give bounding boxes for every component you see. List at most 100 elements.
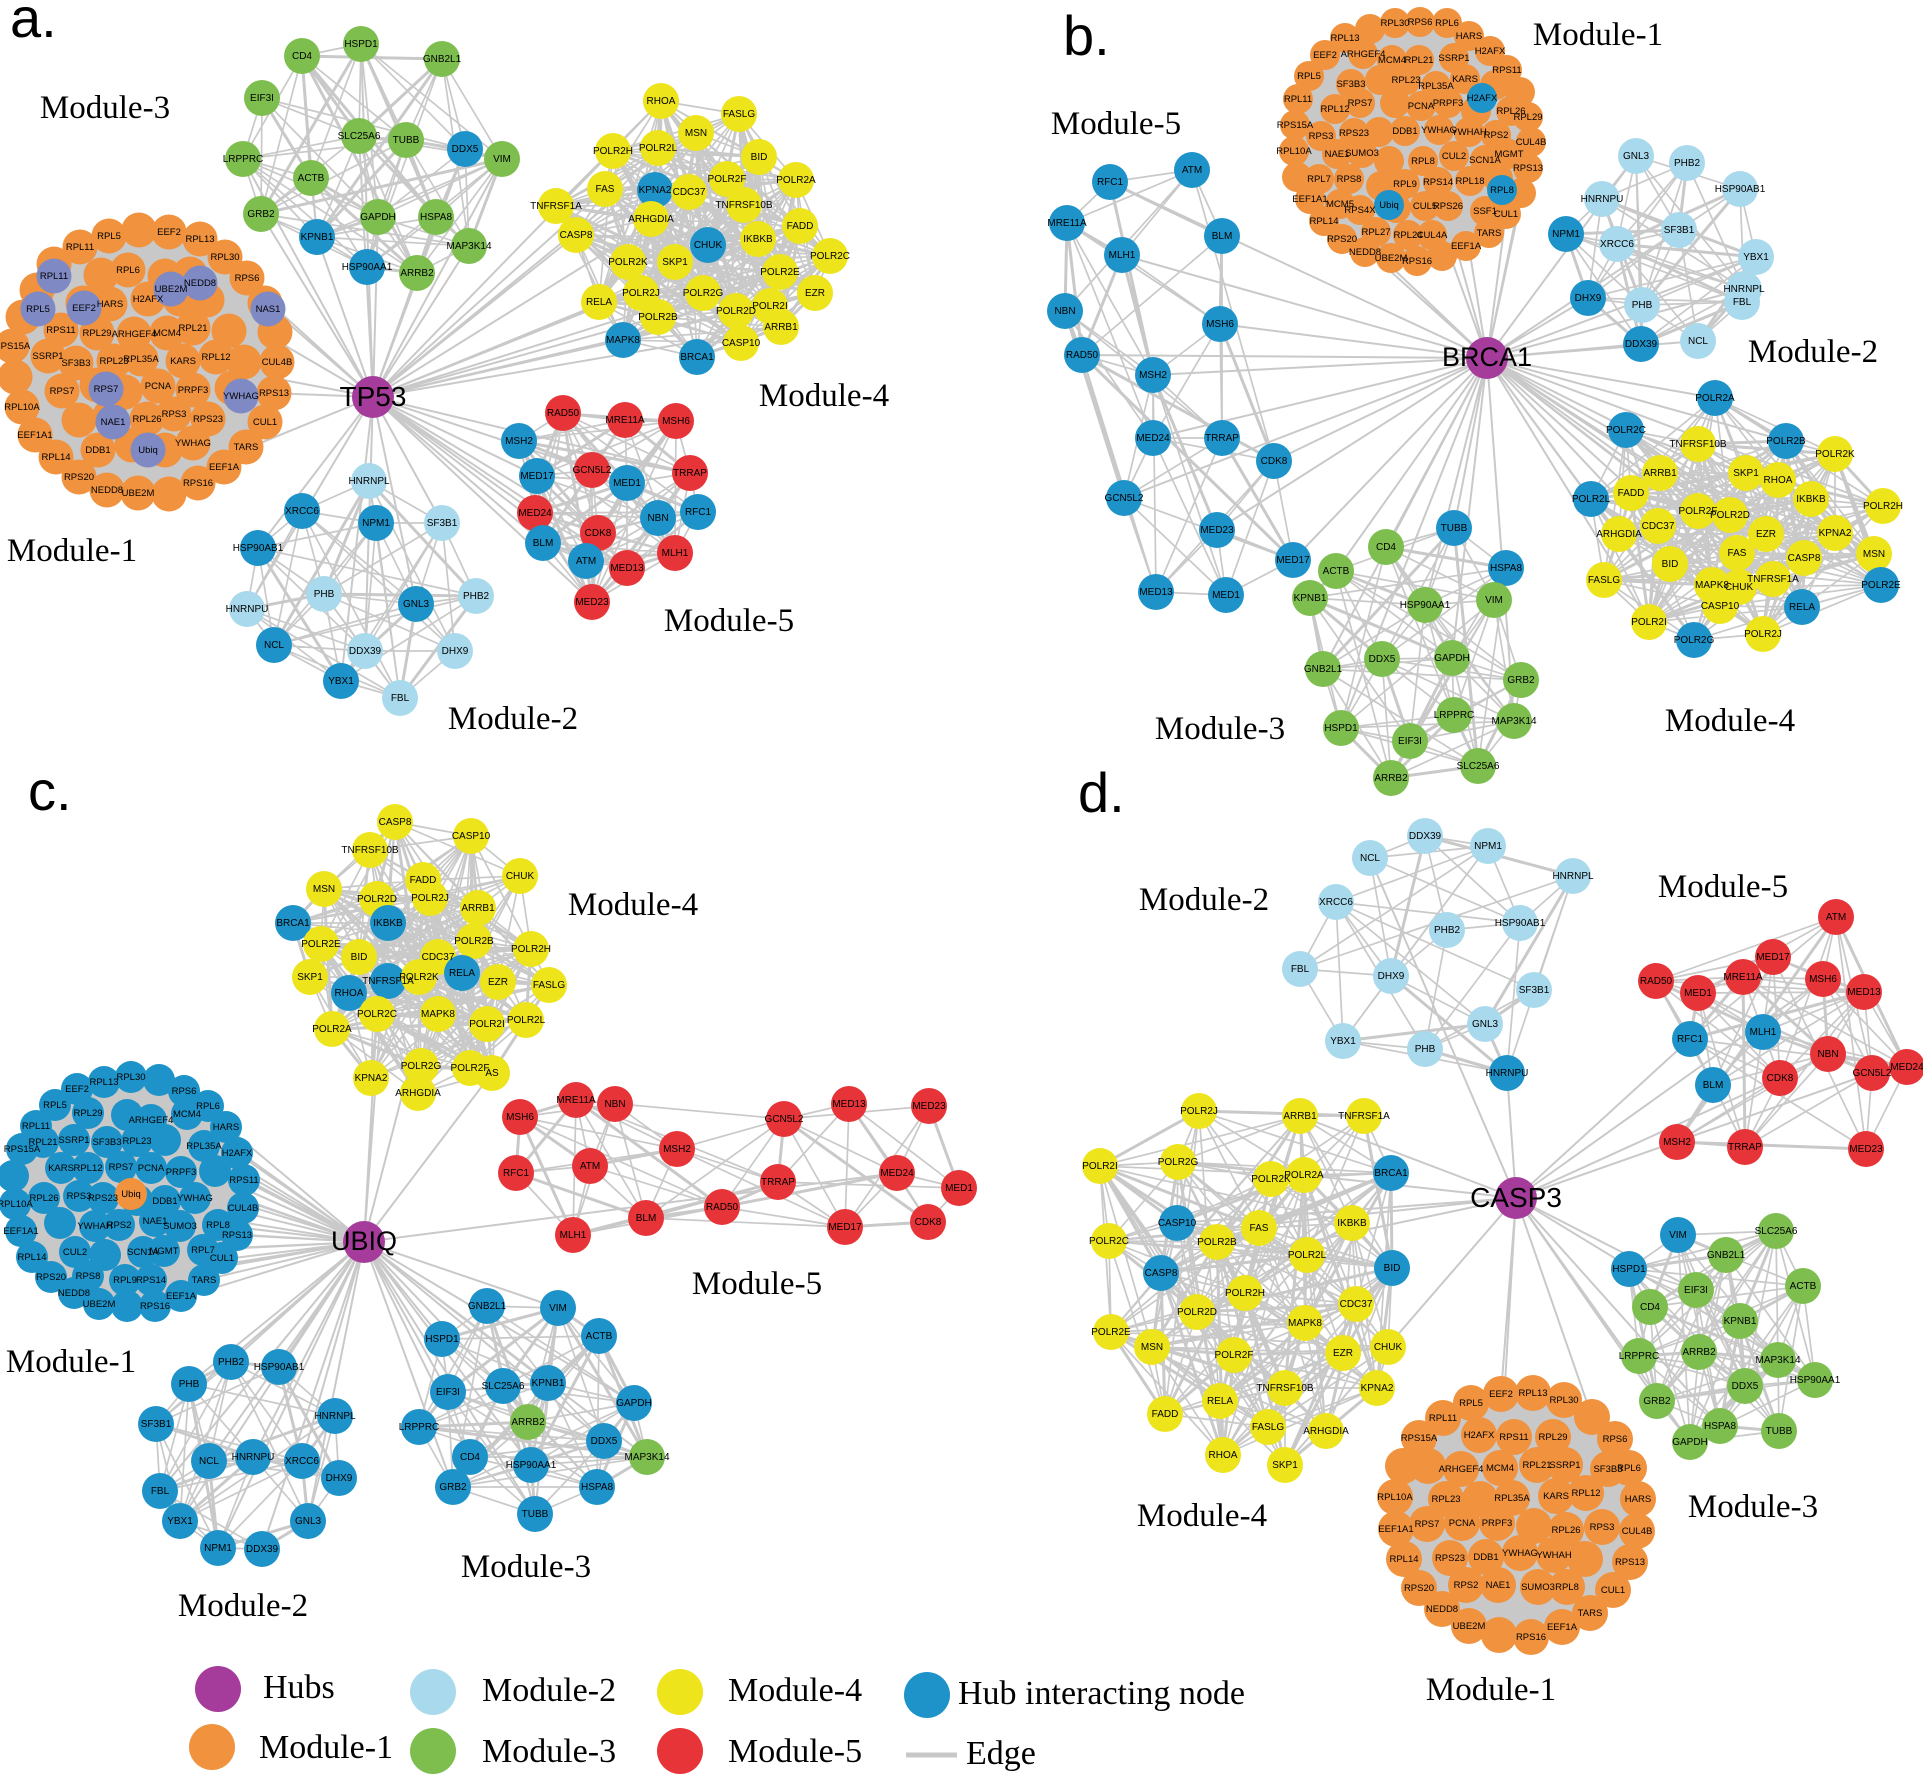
svg-text:RPS15A: RPS15A [0, 341, 31, 352]
svg-text:RPS16: RPS16 [183, 478, 213, 489]
svg-text:ARHGDIA: ARHGDIA [1596, 529, 1642, 540]
svg-text:RFC1: RFC1 [503, 1168, 530, 1179]
svg-text:RPS26: RPS26 [1433, 201, 1463, 212]
svg-text:TRRAP: TRRAP [673, 468, 707, 479]
svg-text:YBX1: YBX1 [1743, 252, 1769, 263]
svg-text:ARHGEF4: ARHGEF4 [1341, 49, 1386, 60]
svg-text:TNFRSF1A: TNFRSF1A [362, 976, 414, 987]
svg-text:POLR2I: POLR2I [752, 301, 788, 312]
svg-text:SLC25A6: SLC25A6 [1755, 1226, 1798, 1237]
svg-text:RFC1: RFC1 [685, 507, 712, 518]
svg-text:NAE1: NAE1 [1325, 149, 1350, 160]
svg-text:CUL1: CUL1 [1494, 209, 1518, 220]
svg-text:MCM4: MCM4 [153, 328, 181, 339]
svg-text:MED13: MED13 [1139, 587, 1173, 598]
svg-text:RPL30: RPL30 [1549, 1395, 1578, 1406]
svg-text:RPS20: RPS20 [36, 1272, 66, 1283]
svg-text:GNB2L1: GNB2L1 [468, 1301, 507, 1312]
svg-text:Module-4: Module-4 [728, 1672, 862, 1709]
svg-text:DHX9: DHX9 [1378, 971, 1405, 982]
svg-text:NBN: NBN [1817, 1049, 1838, 1060]
svg-text:NCL: NCL [1688, 336, 1708, 347]
svg-text:ARHGDIA: ARHGDIA [628, 214, 674, 225]
svg-text:TUBB: TUBB [393, 135, 420, 146]
svg-text:RPL14: RPL14 [1309, 216, 1338, 227]
svg-text:DDB1: DDB1 [1473, 1552, 1498, 1563]
svg-text:YWHAH: YWHAH [77, 1221, 113, 1232]
svg-text:MLH1: MLH1 [1109, 250, 1136, 261]
svg-text:ATM: ATM [1182, 165, 1202, 176]
svg-text:POLR2C: POLR2C [810, 251, 850, 262]
svg-text:GNL3: GNL3 [1623, 151, 1650, 162]
svg-text:ARHGDIA: ARHGDIA [395, 1088, 441, 1099]
svg-text:HNRNPL: HNRNPL [314, 1411, 356, 1422]
svg-text:MSH2: MSH2 [663, 1144, 691, 1155]
svg-text:CUL4B: CUL4B [262, 357, 293, 368]
svg-text:H2AFX: H2AFX [222, 1148, 253, 1159]
svg-text:Module-1: Module-1 [259, 1729, 393, 1766]
svg-text:HSP90AB1: HSP90AB1 [233, 543, 284, 554]
svg-text:RPL10A: RPL10A [1276, 146, 1312, 157]
svg-text:EIF3I: EIF3I [250, 93, 274, 104]
svg-text:FASLG: FASLG [723, 109, 755, 120]
svg-text:EIF3I: EIF3I [1398, 736, 1422, 747]
svg-text:MED23: MED23 [1849, 1144, 1883, 1155]
svg-text:EEF1A1: EEF1A1 [1292, 194, 1327, 205]
svg-text:RELA: RELA [1207, 1396, 1233, 1407]
svg-text:RAD50: RAD50 [1066, 350, 1099, 361]
svg-text:RPL35A: RPL35A [186, 1141, 222, 1152]
svg-text:RPL13: RPL13 [1518, 1388, 1547, 1399]
svg-text:RPS2: RPS2 [107, 1220, 132, 1231]
svg-text:TNFRSF10B: TNFRSF10B [1669, 439, 1727, 450]
svg-text:GCN5L2: GCN5L2 [1853, 1068, 1892, 1079]
svg-text:POLR2I: POLR2I [469, 1019, 505, 1030]
svg-text:YBX1: YBX1 [1330, 1036, 1356, 1047]
svg-text:H2AFX: H2AFX [1467, 93, 1498, 104]
svg-text:POLR2B: POLR2B [638, 312, 678, 323]
svg-text:CASP10: CASP10 [1701, 601, 1740, 612]
svg-text:RPL12: RPL12 [201, 352, 230, 363]
svg-text:EEF2: EEF2 [1489, 1389, 1513, 1400]
svg-text:RPS16: RPS16 [140, 1301, 170, 1312]
svg-text:MED17: MED17 [1276, 555, 1310, 566]
svg-text:RPL14: RPL14 [17, 1252, 46, 1263]
svg-text:POLR2H: POLR2H [1225, 1288, 1265, 1299]
svg-text:HSP90AB1: HSP90AB1 [1495, 918, 1546, 929]
svg-text:NAS1: NAS1 [256, 304, 281, 315]
svg-text:NAE1: NAE1 [101, 417, 126, 428]
svg-text:RPL24: RPL24 [1393, 230, 1422, 241]
svg-text:KARS: KARS [1543, 1491, 1569, 1502]
svg-text:RPS3: RPS3 [1590, 1522, 1615, 1533]
svg-text:RPS2: RPS2 [1484, 130, 1509, 141]
svg-text:POLR2G: POLR2G [1158, 1157, 1199, 1168]
svg-text:BID: BID [351, 952, 368, 963]
svg-text:MLH1: MLH1 [560, 1230, 587, 1241]
svg-text:IKBKB: IKBKB [373, 918, 403, 929]
svg-text:EZR: EZR [1333, 1348, 1353, 1359]
svg-text:RELA: RELA [449, 968, 475, 979]
svg-text:RPL13: RPL13 [1330, 33, 1359, 44]
svg-text:BID: BID [1384, 1263, 1401, 1274]
svg-text:DHX9: DHX9 [1575, 293, 1602, 304]
svg-text:PHB2: PHB2 [218, 1357, 245, 1368]
svg-text:HNRNPU: HNRNPU [1486, 1068, 1529, 1079]
svg-text:GRB2: GRB2 [247, 209, 275, 220]
svg-text:POLR2K: POLR2K [1251, 1174, 1291, 1185]
svg-text:RPL9: RPL9 [1393, 179, 1417, 190]
svg-text:GNB2L1: GNB2L1 [1707, 1250, 1746, 1261]
svg-text:BRCA1: BRCA1 [1374, 1168, 1408, 1179]
svg-text:EZR: EZR [488, 977, 508, 988]
svg-text:CHUK: CHUK [1374, 1342, 1403, 1353]
svg-text:MED13: MED13 [610, 563, 644, 574]
svg-text:YWHAH: YWHAH [1451, 127, 1487, 138]
svg-text:RPS16: RPS16 [1516, 1632, 1546, 1643]
svg-text:SKP1: SKP1 [1733, 468, 1759, 479]
svg-text:CASP10: CASP10 [452, 831, 491, 842]
svg-text:FASLG: FASLG [1588, 575, 1620, 586]
svg-text:EEF2: EEF2 [65, 1084, 89, 1095]
svg-text:ARRB1: ARRB1 [1283, 1111, 1317, 1122]
svg-text:POLR2C: POLR2C [1089, 1236, 1129, 1247]
svg-text:SF3B1: SF3B1 [1664, 225, 1695, 236]
svg-text:RPL30: RPL30 [1380, 18, 1409, 29]
svg-text:POLR2K: POLR2K [1815, 449, 1855, 460]
